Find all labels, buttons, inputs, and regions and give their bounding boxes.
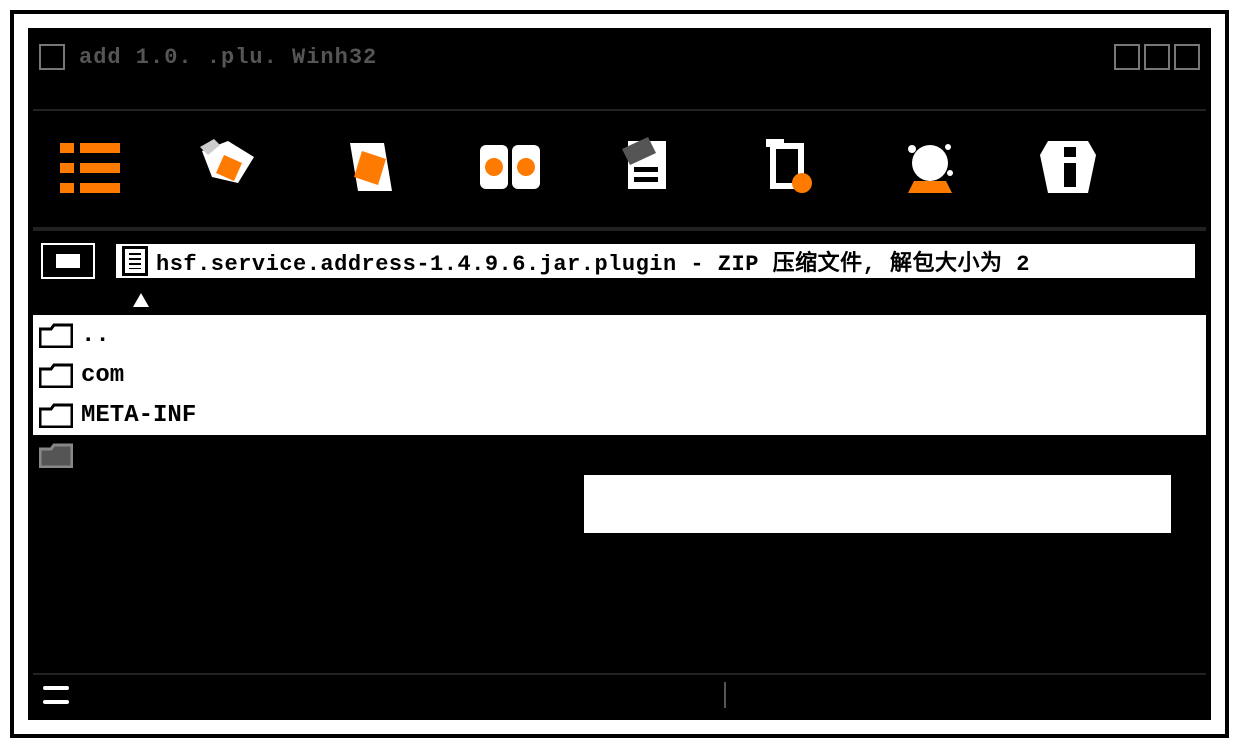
list-view-icon [54, 133, 126, 205]
outer-frame: add 1.0. .plu. Winh32 [10, 10, 1229, 738]
minimize-button[interactable] [1114, 44, 1140, 70]
file-row-com[interactable]: com [33, 355, 1206, 395]
list-view-button[interactable] [47, 126, 133, 212]
status-separator [724, 682, 726, 708]
file-name: .. [81, 322, 110, 349]
delete-button[interactable] [747, 126, 833, 212]
file-name: com [81, 362, 124, 389]
view-button[interactable] [607, 126, 693, 212]
wizard-icon [894, 133, 966, 205]
menu-bar[interactable] [33, 81, 1206, 109]
drag-handle-icon [43, 686, 69, 704]
info-button[interactable] [1027, 126, 1113, 212]
status-bar [33, 673, 1206, 715]
folder-icon [39, 442, 73, 468]
test-button[interactable] [467, 126, 553, 212]
list-remainder [33, 475, 1206, 673]
test-icon [474, 133, 546, 205]
window-title: add 1.0. .plu. Winh32 [79, 45, 1110, 70]
archive-window: add 1.0. .plu. Winh32 [28, 28, 1211, 720]
column-header-gap [33, 291, 1206, 315]
folder-icon [39, 362, 73, 388]
extract-button[interactable] [327, 126, 413, 212]
file-row-metainf[interactable]: META-INF [33, 395, 1206, 435]
sort-arrow-icon [133, 293, 149, 307]
close-button[interactable] [1174, 44, 1200, 70]
archive-path-text: hsf.service.address-1.4.9.6.jar.plugin -… [156, 245, 1030, 277]
address-bar: hsf.service.address-1.4.9.6.jar.plugin -… [33, 229, 1206, 291]
system-menu-icon[interactable] [39, 44, 65, 70]
add-icon [194, 133, 266, 205]
toolbar [33, 109, 1206, 229]
file-name: META-INF [81, 402, 196, 429]
archive-path-field[interactable]: hsf.service.address-1.4.9.6.jar.plugin -… [113, 241, 1198, 281]
view-icon [614, 133, 686, 205]
info-icon [1034, 133, 1106, 205]
maximize-button[interactable] [1144, 44, 1170, 70]
folder-icon [39, 322, 73, 348]
wizard-button[interactable] [887, 126, 973, 212]
add-button[interactable] [187, 126, 273, 212]
archive-file-icon [122, 246, 148, 276]
title-bar: add 1.0. .plu. Winh32 [33, 33, 1206, 81]
up-level-button[interactable] [41, 243, 95, 279]
folder-icon [39, 402, 73, 428]
file-row-selected[interactable] [33, 435, 1206, 475]
extract-icon [334, 133, 406, 205]
file-list: .. com META-INF [33, 315, 1206, 475]
delete-icon [754, 133, 826, 205]
file-row-up[interactable]: .. [33, 315, 1206, 355]
